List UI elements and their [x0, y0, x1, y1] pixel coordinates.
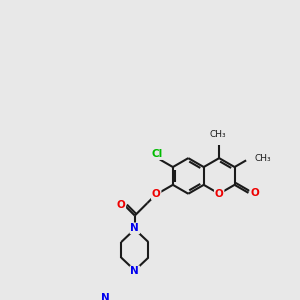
Text: O: O: [215, 189, 224, 199]
Text: N: N: [101, 292, 110, 300]
Text: O: O: [152, 189, 161, 199]
Text: N: N: [130, 266, 139, 276]
Text: Cl: Cl: [152, 149, 163, 159]
Text: O: O: [116, 200, 125, 210]
Text: O: O: [250, 188, 259, 198]
Text: N: N: [130, 223, 139, 233]
Text: CH₃: CH₃: [254, 154, 271, 163]
Text: CH₃: CH₃: [209, 130, 226, 139]
